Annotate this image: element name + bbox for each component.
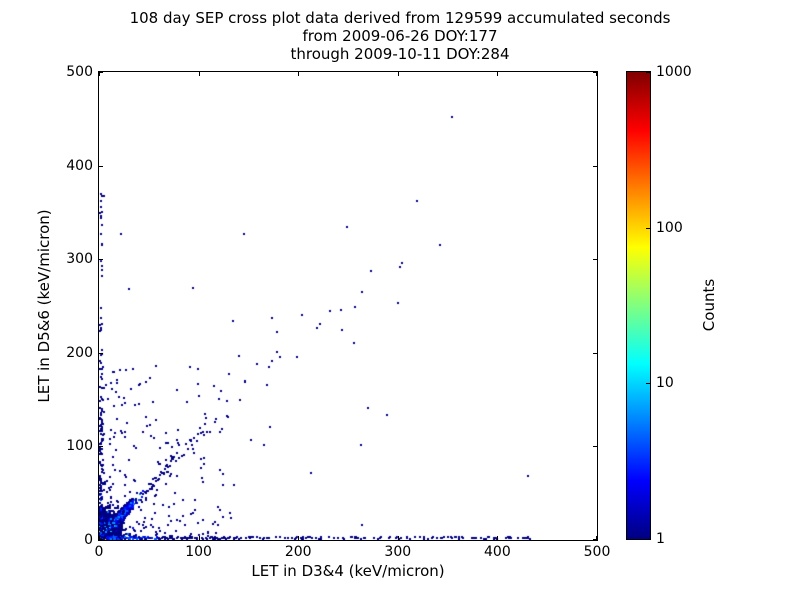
plot-area bbox=[98, 71, 598, 541]
x-axis-label: LET in D3&4 (keV/micron) bbox=[251, 562, 445, 580]
colorbar-label: Counts bbox=[700, 278, 718, 332]
colorbar-tick-mark bbox=[646, 228, 650, 229]
tick-mark bbox=[593, 166, 597, 167]
tick-mark bbox=[298, 72, 299, 76]
x-tick-label: 100 bbox=[185, 544, 212, 560]
colorbar bbox=[626, 71, 651, 540]
y-tick-label: 400 bbox=[66, 157, 93, 174]
tick-mark bbox=[99, 72, 103, 73]
colorbar-tick-mark bbox=[646, 539, 650, 540]
title-line-3: through 2009-10-11 DOY:284 bbox=[290, 45, 510, 63]
tick-mark bbox=[99, 536, 100, 540]
tick-mark bbox=[593, 353, 597, 354]
chart-title: 108 day SEP cross plot data derived from… bbox=[0, 9, 800, 63]
tick-mark bbox=[199, 72, 200, 76]
tick-mark bbox=[398, 72, 399, 76]
tick-mark bbox=[199, 536, 200, 540]
x-tick-label: 0 bbox=[94, 544, 104, 560]
tick-mark bbox=[596, 72, 597, 76]
colorbar-tick-mark bbox=[646, 72, 650, 73]
scatter-plot-canvas bbox=[99, 72, 597, 540]
tick-mark bbox=[99, 446, 103, 447]
x-tick-label: 400 bbox=[484, 544, 511, 560]
tick-mark bbox=[398, 536, 399, 540]
colorbar-tick-mark bbox=[646, 383, 650, 384]
tick-mark bbox=[593, 446, 597, 447]
tick-mark bbox=[99, 259, 103, 260]
colorbar-tick-label: 100 bbox=[656, 219, 683, 236]
tick-mark bbox=[497, 536, 498, 540]
colorbar-tick-label: 10 bbox=[656, 375, 674, 392]
y-tick-label: 300 bbox=[66, 251, 93, 268]
title-line-1: 108 day SEP cross plot data derived from… bbox=[129, 9, 671, 27]
tick-mark bbox=[593, 72, 597, 73]
colorbar-tick-label: 1000 bbox=[656, 64, 692, 80]
y-tick-label: 200 bbox=[66, 344, 93, 361]
tick-mark bbox=[99, 353, 103, 354]
y-axis-label: LET in D5&6 (keV/micron) bbox=[35, 209, 53, 403]
x-tick-label: 200 bbox=[284, 544, 312, 560]
tick-mark bbox=[99, 166, 103, 167]
tick-mark bbox=[298, 536, 299, 540]
y-tick-label: 0 bbox=[84, 532, 93, 548]
x-tick-label: 500 bbox=[583, 544, 611, 560]
tick-mark bbox=[596, 536, 597, 540]
title-line-2: from 2009-06-26 DOY:177 bbox=[302, 27, 498, 45]
tick-mark bbox=[593, 259, 597, 260]
tick-mark bbox=[497, 72, 498, 76]
colorbar-tick-label: 1 bbox=[656, 531, 665, 547]
y-tick-label: 500 bbox=[66, 64, 93, 80]
tick-mark bbox=[99, 539, 103, 540]
x-tick-label: 300 bbox=[384, 544, 412, 560]
tick-mark bbox=[99, 72, 100, 76]
y-tick-label: 100 bbox=[66, 438, 93, 455]
tick-mark bbox=[593, 539, 597, 540]
